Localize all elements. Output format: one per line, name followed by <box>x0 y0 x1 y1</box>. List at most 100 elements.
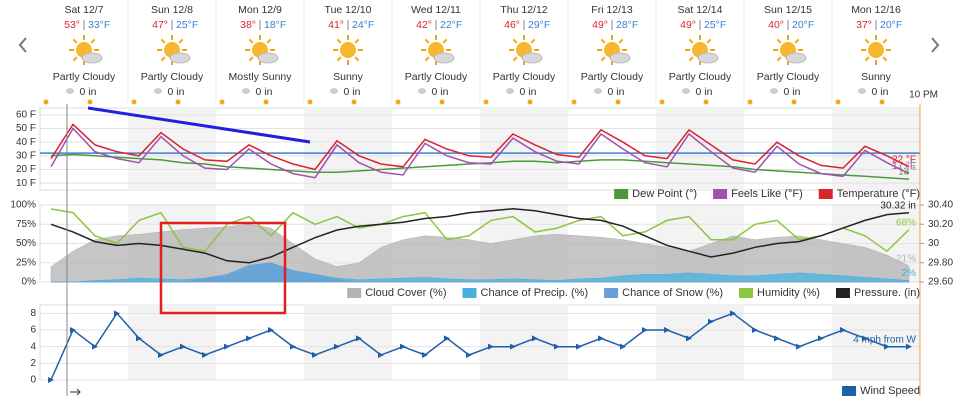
day-date: Wed 12/11 <box>411 4 461 16</box>
sun-ray <box>72 38 78 44</box>
sun-ray <box>882 56 888 62</box>
day-condition: Partly Cloudy <box>53 71 116 83</box>
legend-swatch <box>818 189 833 199</box>
day-high: 40° <box>768 19 784 31</box>
tick-label: 20 F <box>16 164 36 175</box>
day-precip: 0 in <box>344 86 361 98</box>
day-condition: Sunny <box>333 71 364 83</box>
day-condition: Partly Cloudy <box>141 71 204 83</box>
end-label: 4 mph from W <box>853 334 916 345</box>
day-precip: 0 in <box>872 86 889 98</box>
marker <box>532 335 538 342</box>
sun-ray <box>688 56 694 62</box>
marker <box>510 343 516 350</box>
legend-swatch <box>604 288 619 298</box>
area <box>51 262 909 283</box>
day-stripe <box>128 305 216 380</box>
marker <box>708 318 714 325</box>
precip-icon <box>330 88 338 94</box>
tick-label: 30 <box>928 238 940 249</box>
sun-dot <box>571 99 577 105</box>
sun-ray <box>424 56 430 62</box>
marker <box>290 343 296 350</box>
sun-dot <box>395 99 401 105</box>
moon-dot <box>879 99 885 105</box>
sun-dot <box>131 99 137 105</box>
marker <box>730 310 736 317</box>
tick-label: 40 F <box>16 137 36 148</box>
day-stripe <box>656 305 744 380</box>
sun-ray <box>864 38 870 44</box>
next-arrow[interactable] <box>931 37 940 53</box>
tick-label: 30.40 <box>928 200 953 211</box>
weather-icon <box>245 35 279 65</box>
marker <box>70 327 76 333</box>
day-date: Sun 12/8 <box>151 4 193 16</box>
day-high: 42° <box>416 19 432 31</box>
tick-label: 2 <box>30 358 36 369</box>
sun-dot <box>483 99 489 105</box>
precip-icon <box>418 88 426 94</box>
marker <box>796 343 802 350</box>
legend-swatch <box>739 288 754 298</box>
day-date: Mon 12/16 <box>851 4 901 16</box>
legend-swatch <box>713 189 728 199</box>
legend-label: Dew Point (°) <box>632 188 697 200</box>
sun-ray <box>794 38 800 44</box>
weather-icon <box>509 35 543 65</box>
cloud <box>81 52 103 64</box>
day-high: 37° <box>856 19 872 31</box>
cloud <box>433 52 455 64</box>
arrow-head <box>76 388 81 396</box>
precip-icon <box>682 88 690 94</box>
tick-label: 29.60 <box>928 277 953 288</box>
marker <box>884 343 890 350</box>
day-condition: Partly Cloudy <box>581 71 644 83</box>
day-precip: 0 in <box>696 86 713 98</box>
cloud <box>697 52 719 64</box>
sun-ray <box>706 38 712 44</box>
sun-ray <box>600 38 606 44</box>
precip-icon <box>594 88 602 94</box>
precip-icon <box>154 88 162 94</box>
end-label: 2% <box>902 268 917 279</box>
line <box>50 208 910 264</box>
marker <box>356 335 362 342</box>
marker <box>466 352 472 358</box>
day-high: 49° <box>592 19 608 31</box>
day-condition: Partly Cloudy <box>405 71 468 83</box>
sun-dot <box>43 99 49 105</box>
day-high: 49° <box>680 19 696 31</box>
weather-icon <box>597 35 631 65</box>
weather-icon <box>157 35 191 65</box>
day-low: 22°F <box>440 19 462 31</box>
marker <box>136 335 142 342</box>
sun-ray <box>248 38 254 44</box>
marker <box>180 343 186 350</box>
tick-label: 10 F <box>16 178 36 189</box>
tick-label: 30.20 <box>928 219 953 230</box>
marker <box>48 377 54 383</box>
sun-ray <box>354 56 360 62</box>
legend-label: Wind Speed <box>860 385 920 397</box>
moon-dot <box>439 99 445 105</box>
marker <box>334 343 340 350</box>
marker <box>818 335 824 342</box>
prev-arrow[interactable] <box>18 37 27 53</box>
cloud <box>609 52 631 64</box>
weather-icon <box>69 35 103 65</box>
tick-label: 0 <box>30 375 36 386</box>
weather-icon <box>421 35 455 65</box>
sun-ray <box>424 38 430 44</box>
annotation-line <box>87 106 311 144</box>
marker <box>862 335 868 342</box>
day-high: 41° <box>328 19 344 31</box>
end-label: 68% <box>896 217 916 228</box>
marker <box>752 327 758 333</box>
end-label: 17 °F <box>892 161 916 172</box>
day-high: 46° <box>504 19 520 31</box>
marker <box>598 335 604 342</box>
marker <box>620 343 626 350</box>
weather-icon <box>773 35 807 65</box>
day-precip: 0 in <box>520 86 537 98</box>
